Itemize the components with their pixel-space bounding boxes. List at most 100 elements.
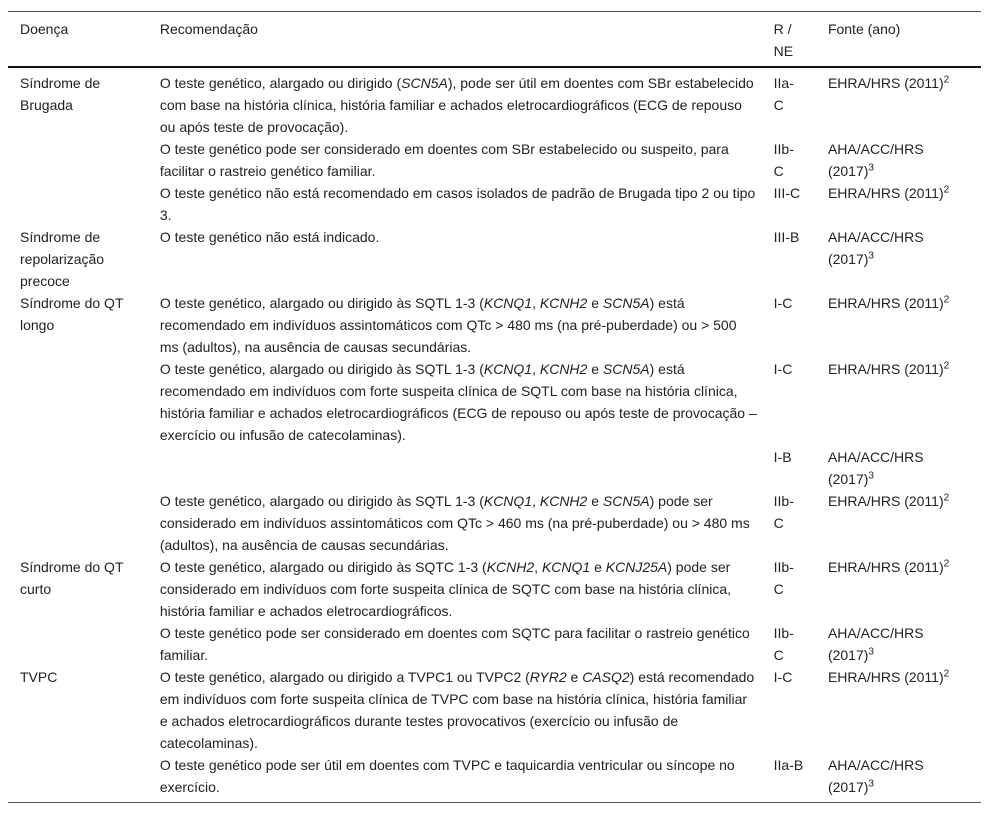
source-name: EHRA/HRS	[827, 559, 901, 575]
table-row: O teste genético pode ser considerado em…	[8, 622, 981, 666]
level-cell: III-B	[773, 229, 800, 245]
level-cell: IIb-C	[773, 625, 794, 663]
level-cell: IIb-C	[773, 493, 794, 531]
gene-name: KCNQ1	[483, 361, 533, 377]
source-name: AHA/ACC/HRS	[827, 625, 924, 641]
level-cell: IIa-B	[773, 757, 804, 773]
recommendation-text: ) está recomendado em indivíduos com for…	[159, 669, 755, 751]
recommendation-cell: O teste genético, alargado ou dirigido à…	[148, 292, 766, 358]
level-cell: I-C	[773, 295, 793, 311]
gene-name: KCNH2	[539, 493, 588, 509]
level-cell: III-C	[773, 185, 801, 201]
source-name: EHRA/HRS	[827, 295, 901, 311]
gene-name: KCNJ25A	[605, 559, 668, 575]
reference-superscript: 2	[943, 668, 950, 680]
source-name: EHRA/HRS	[827, 493, 901, 509]
reference-superscript: 2	[943, 492, 950, 504]
source-cell: AHA/ACC/HRS (2017)3	[812, 226, 981, 292]
source-year: (2011)	[904, 185, 944, 201]
table-row: O teste genético, alargado ou dirigido à…	[8, 358, 981, 446]
source-name: AHA/ACC/HRS	[827, 229, 924, 245]
table-row: O teste genético pode ser útil em doente…	[8, 754, 981, 803]
disease-cell: Síndrome de Brugada	[20, 75, 101, 113]
reference-superscript: 2	[943, 74, 950, 86]
recommendation-text: O teste genético, alargado ou dirigido (	[159, 75, 402, 91]
recommendation-text: O teste genético, alargado ou dirigido à…	[159, 361, 484, 377]
recommendation-text: ) está recomendado em indivíduos com for…	[159, 361, 757, 443]
source-year: (2011)	[904, 295, 944, 311]
recommendation-text: ), pode ser útil em doentes com SBr esta…	[159, 75, 754, 135]
source-year: (2011)	[904, 361, 944, 377]
recommendation-text: O teste genético pode ser considerado em…	[159, 141, 729, 179]
recommendation-text: ,	[532, 361, 540, 377]
recommendation-text: O teste genético, alargado ou dirigido à…	[159, 493, 484, 509]
gene-name: KCNH2	[486, 559, 535, 575]
recommendation-cell: O teste genético, alargado ou dirigido à…	[148, 358, 766, 446]
recommendation-cell: O teste genético, alargado ou dirigido à…	[148, 490, 766, 556]
gene-name: KCNQ1	[541, 559, 591, 575]
reference-superscript: 3	[868, 470, 874, 482]
table-row: O teste genético não está recomendado em…	[8, 182, 981, 226]
table-row: TVPC O teste genético, alargado ou dirigi…	[8, 666, 981, 754]
gene-name: SCN5A	[602, 295, 650, 311]
disease-cell: Síndrome de repolarização precoce	[20, 229, 105, 289]
recommendation-cell: O teste genético pode ser considerado em…	[148, 138, 766, 182]
recommendation-cell	[148, 446, 766, 490]
reference-superscript: 2	[943, 558, 950, 570]
table-row: O teste genético, alargado ou dirigido à…	[8, 490, 981, 556]
gene-name: KCNH2	[539, 361, 588, 377]
reference-superscript: 3	[868, 250, 874, 262]
recommendation-text: O teste genético pode ser considerado em…	[159, 625, 750, 663]
reference-superscript: 2	[943, 360, 950, 372]
gene-name: SCN5A	[602, 493, 650, 509]
recommendation-text: O teste genético pode ser útil em doente…	[159, 757, 735, 795]
recommendation-text: ) está recomendado em indivíduos assinto…	[159, 295, 737, 355]
table-header-row: Doença Recomendação R / NE Fonte (ano)	[8, 11, 981, 67]
table-row: Síndrome de Brugada O teste genético, ala…	[8, 67, 981, 138]
source-year: (2011)	[904, 669, 944, 685]
recommendation-text: ,	[532, 493, 540, 509]
recommendation-text: e	[587, 295, 603, 311]
gene-name: KCNQ1	[483, 295, 533, 311]
recommendation-cell: O teste genético não está recomendado em…	[148, 182, 766, 226]
recommendation-text: O teste genético não está recomendado em…	[159, 185, 756, 223]
gene-name: KCNQ1	[483, 493, 533, 509]
level-cell: IIb-C	[773, 141, 794, 179]
gene-name: RYR2	[529, 669, 567, 685]
header-level: R / NE	[773, 21, 794, 59]
table-row: Síndrome do QT curto O teste genético, al…	[8, 556, 981, 622]
recommendation-text: O teste genético, alargado ou dirigido à…	[159, 559, 487, 575]
reference-superscript: 2	[943, 184, 950, 196]
source-cell: EHRA/HRS (2011)2	[812, 556, 981, 622]
recommendation-text: O teste genético não está indicado.	[159, 229, 380, 245]
reference-superscript: 3	[868, 778, 874, 790]
recommendation-cell: O teste genético não está indicado.	[148, 226, 766, 292]
gene-name: CASQ2	[582, 669, 630, 685]
source-name: EHRA/HRS	[827, 669, 901, 685]
header-source: Fonte (ano)	[827, 21, 901, 37]
source-cell: AHA/ACC/HRS (2017)3	[812, 138, 981, 182]
header-disease: Doença	[20, 21, 69, 37]
source-year: (2017)	[827, 471, 869, 487]
source-cell: AHA/ACC/HRS (2017)3	[812, 622, 981, 666]
source-name: AHA/ACC/HRS	[827, 449, 924, 465]
recommendation-cell: O teste genético pode ser útil em doente…	[148, 754, 766, 803]
recommendation-text: e	[566, 669, 583, 685]
recommendation-text: e	[587, 493, 603, 509]
table-body: Síndrome de Brugada O teste genético, ala…	[8, 67, 981, 803]
recommendation-cell: O teste genético pode ser considerado em…	[148, 622, 766, 666]
source-cell: EHRA/HRS (2011)2	[812, 292, 981, 358]
level-cell: I-C	[773, 669, 793, 685]
source-name: EHRA/HRS	[827, 75, 901, 91]
source-cell: EHRA/HRS (2011)2	[812, 666, 981, 754]
recommendation-text: ) pode ser considerado em indivíduos ass…	[159, 493, 750, 553]
table-row: Síndrome do QT longo O teste genético, al…	[8, 292, 981, 358]
table-row: O teste genético pode ser considerado em…	[8, 138, 981, 182]
source-cell: EHRA/HRS (2011)2	[812, 490, 981, 556]
recommendation-text: ,	[534, 559, 542, 575]
gene-name: SCN5A	[602, 361, 650, 377]
gene-name: SCN5A	[401, 75, 448, 91]
reference-superscript: 2	[943, 294, 950, 306]
level-cell: IIa-C	[773, 75, 794, 113]
recommendation-text: e	[587, 361, 603, 377]
